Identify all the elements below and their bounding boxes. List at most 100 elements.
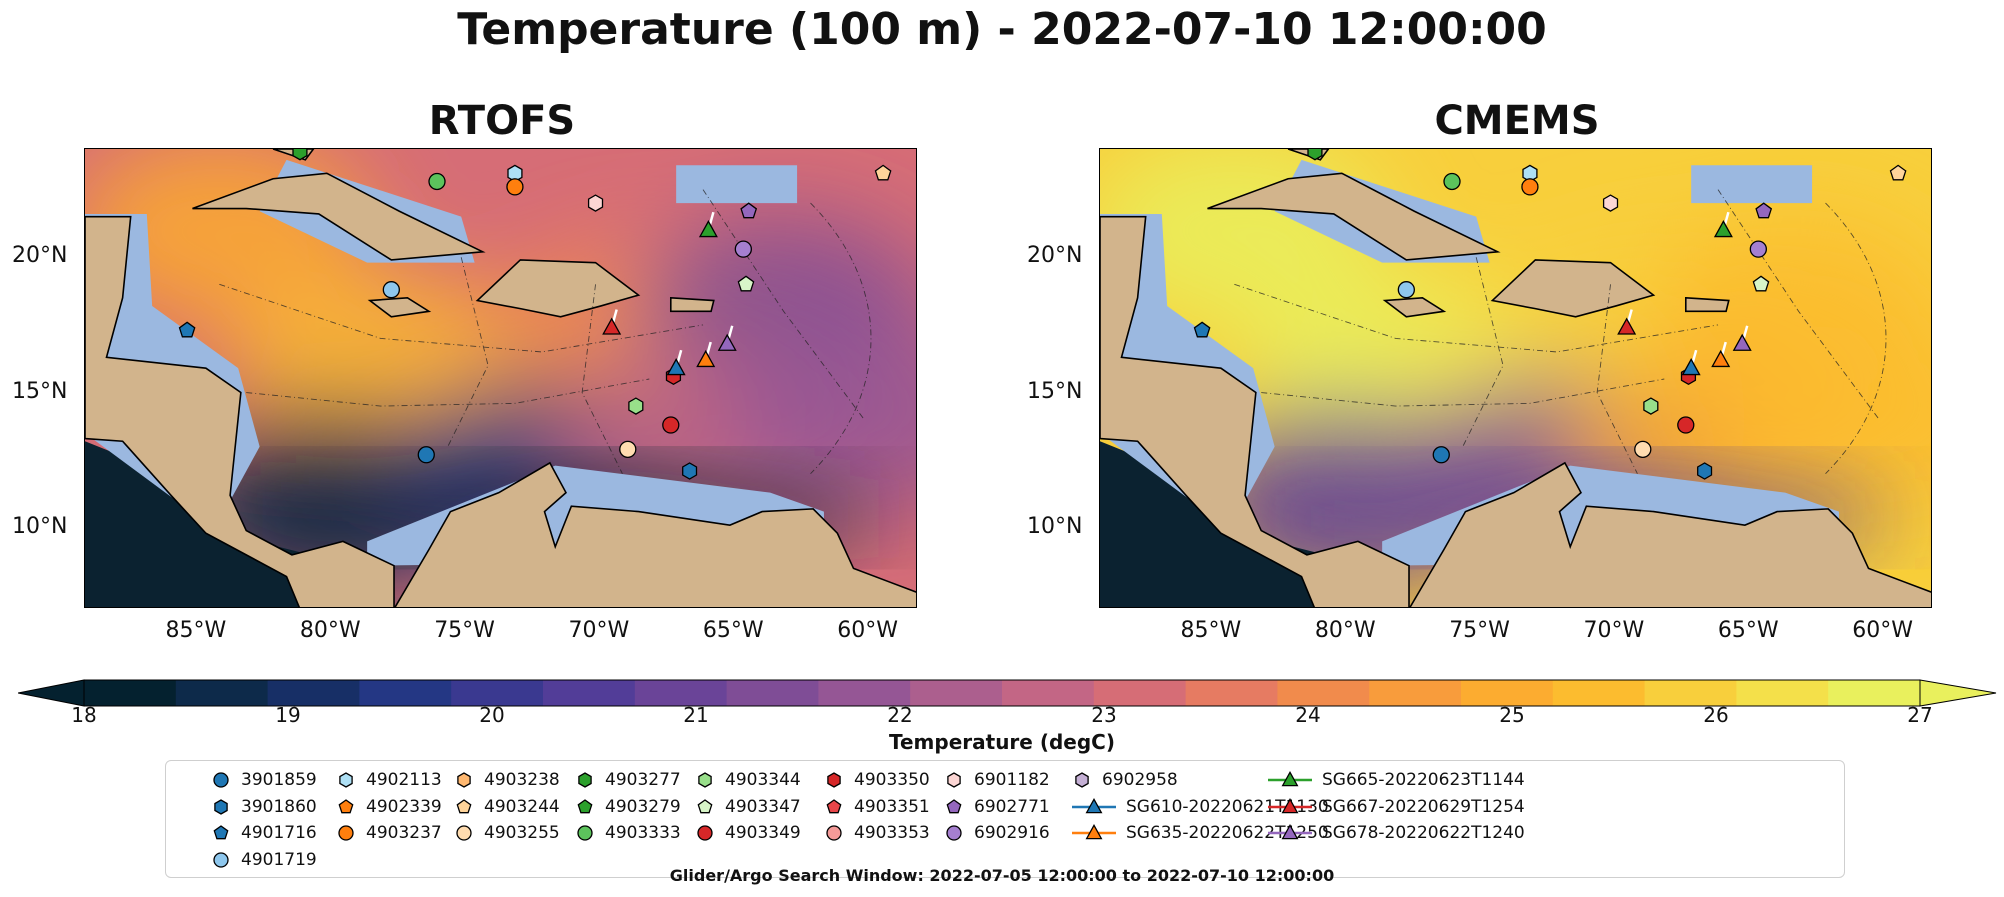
legend-label: SG635-20220622T1250 [1126, 823, 1329, 843]
legend-label: 4903344 [725, 770, 801, 790]
marker-4903244 [874, 164, 892, 181]
marker-4903347 [1752, 275, 1770, 292]
legend-symbol [698, 772, 712, 788]
colorbar-segment [543, 680, 636, 706]
legend-marker-icon [213, 851, 229, 868]
legend-item-3901860: 3901860 [211, 794, 317, 820]
legend-symbol [339, 772, 353, 788]
x-tick-label: 80°W [299, 618, 361, 643]
marker-4903333 [1443, 172, 1461, 191]
legend-label: SG678-20220622T1240 [1322, 823, 1525, 843]
legend-symbol [456, 825, 472, 841]
colorbar-tick-label: 22 [887, 703, 913, 727]
marker-SG665-20220623T1144 [698, 220, 718, 238]
legend-label: 4903244 [484, 796, 560, 817]
marker-4903277 [1307, 149, 1323, 161]
y-tick-label: 20°N [12, 243, 68, 269]
legend-symbol [946, 798, 962, 813]
y-tick-label: 10°N [1027, 513, 1083, 539]
legend-marker-icon [577, 825, 593, 841]
legend-symbol [577, 825, 593, 841]
legend-label: 4901716 [241, 823, 317, 843]
marker-4903237 [506, 178, 524, 196]
colorbar-tick-label: 21 [683, 703, 709, 727]
colorbar-segment [726, 680, 819, 706]
legend-item-4902339: 4902339 [336, 794, 442, 820]
boundary-lines [219, 189, 872, 475]
legend-item-SG635-20220622T1250: SG635-20220622T1250 [1072, 820, 1329, 846]
marker-4903349 [1677, 416, 1695, 434]
y-tick-label: 20°N [1027, 243, 1083, 269]
legend-label: 3901860 [241, 796, 317, 817]
marker-SG635-20220622T1250 [1711, 349, 1731, 368]
marker-6901182 [587, 194, 604, 212]
legend-item-4903350: 4903350 [824, 767, 930, 793]
legend-symbol [947, 772, 961, 788]
legend-symbol [338, 798, 354, 813]
legend-symbol [826, 798, 842, 813]
legend-label: 4903349 [725, 823, 801, 843]
colorbar-segment [267, 680, 360, 706]
legend-item-SG665-20220623T1144: SG665-20220623T1144 [1268, 767, 1525, 793]
legend-symbol [213, 825, 229, 840]
legend-marker-icon [213, 772, 229, 788]
marker-SG635-20220622T1250 [696, 349, 716, 368]
x-tick-label: 70°W [1583, 618, 1645, 643]
x-tick-label: 85°W [165, 618, 227, 643]
legend-marker-icon [456, 798, 472, 813]
colorbar-segment [1093, 680, 1187, 706]
temperature-blob [714, 324, 916, 515]
legend-item-4903277: 4903277 [575, 767, 681, 793]
marker-6902916 [1749, 240, 1767, 258]
legend-symbol [1281, 770, 1299, 787]
marker-4901719 [382, 281, 400, 299]
legend-label: 4903350 [854, 770, 930, 790]
legend-item-3901859: 3901859 [211, 767, 317, 793]
colorbar-tick-label: 25 [1499, 703, 1525, 727]
marker-SG610-20220621T1130 [666, 358, 686, 376]
colorbar-segment [1277, 680, 1370, 706]
colorbar-tick-label: 26 [1703, 703, 1729, 727]
legend-symbol [578, 772, 592, 788]
legend-marker-icon [339, 772, 353, 788]
legend-label: 4903237 [366, 823, 442, 843]
marker-4903347 [737, 275, 755, 292]
colorbar-segment [1461, 680, 1554, 706]
landmasses [85, 149, 916, 607]
legend-symbol [338, 825, 354, 841]
colorbar-segment [818, 680, 911, 706]
colorbar-segment [1828, 680, 1921, 706]
legend-marker-icon [826, 825, 842, 841]
marker-3901859 [1432, 446, 1450, 464]
marker-4901719 [1397, 281, 1415, 299]
legend-item-4903349: 4903349 [695, 820, 801, 846]
legend-marker-icon [577, 798, 593, 813]
legend-marker-icon [826, 798, 842, 813]
legend-marker-icon [946, 825, 962, 841]
legend-marker-icon [1268, 823, 1312, 840]
legend-marker-icon [1075, 772, 1089, 788]
legend-item-6901182: 6901182 [944, 767, 1050, 793]
legend-label: 4901719 [241, 849, 317, 870]
legend-item-4903244: 4903244 [454, 794, 560, 820]
marker-4903244 [1889, 164, 1907, 181]
legend-label: SG665-20220623T1144 [1322, 770, 1525, 790]
legend-item-4903333: 4903333 [575, 820, 681, 846]
observation-markers [1193, 149, 1907, 480]
legend-symbol [577, 798, 593, 813]
legend-marker-icon [456, 825, 472, 841]
colorbar-segment [1002, 680, 1095, 706]
colorbar-tick-label: 23 [1091, 703, 1117, 727]
marker-4903277 [292, 149, 308, 161]
marker-4903344 [1643, 397, 1659, 415]
legend-item-SG610-20220621T1130: SG610-20220621T1130 [1072, 794, 1329, 820]
legend-item-4903255: 4903255 [454, 820, 560, 846]
legend-symbol [1085, 797, 1103, 813]
x-tick-label: 60°W [837, 618, 898, 643]
x-tick-label: 65°W [702, 618, 764, 643]
marker-4903237 [1521, 178, 1539, 196]
legend-marker-icon [698, 772, 712, 788]
colorbar-tick-label: 18 [71, 703, 97, 727]
marker-3901860 [682, 462, 698, 480]
legend-label: 4903347 [725, 796, 801, 817]
